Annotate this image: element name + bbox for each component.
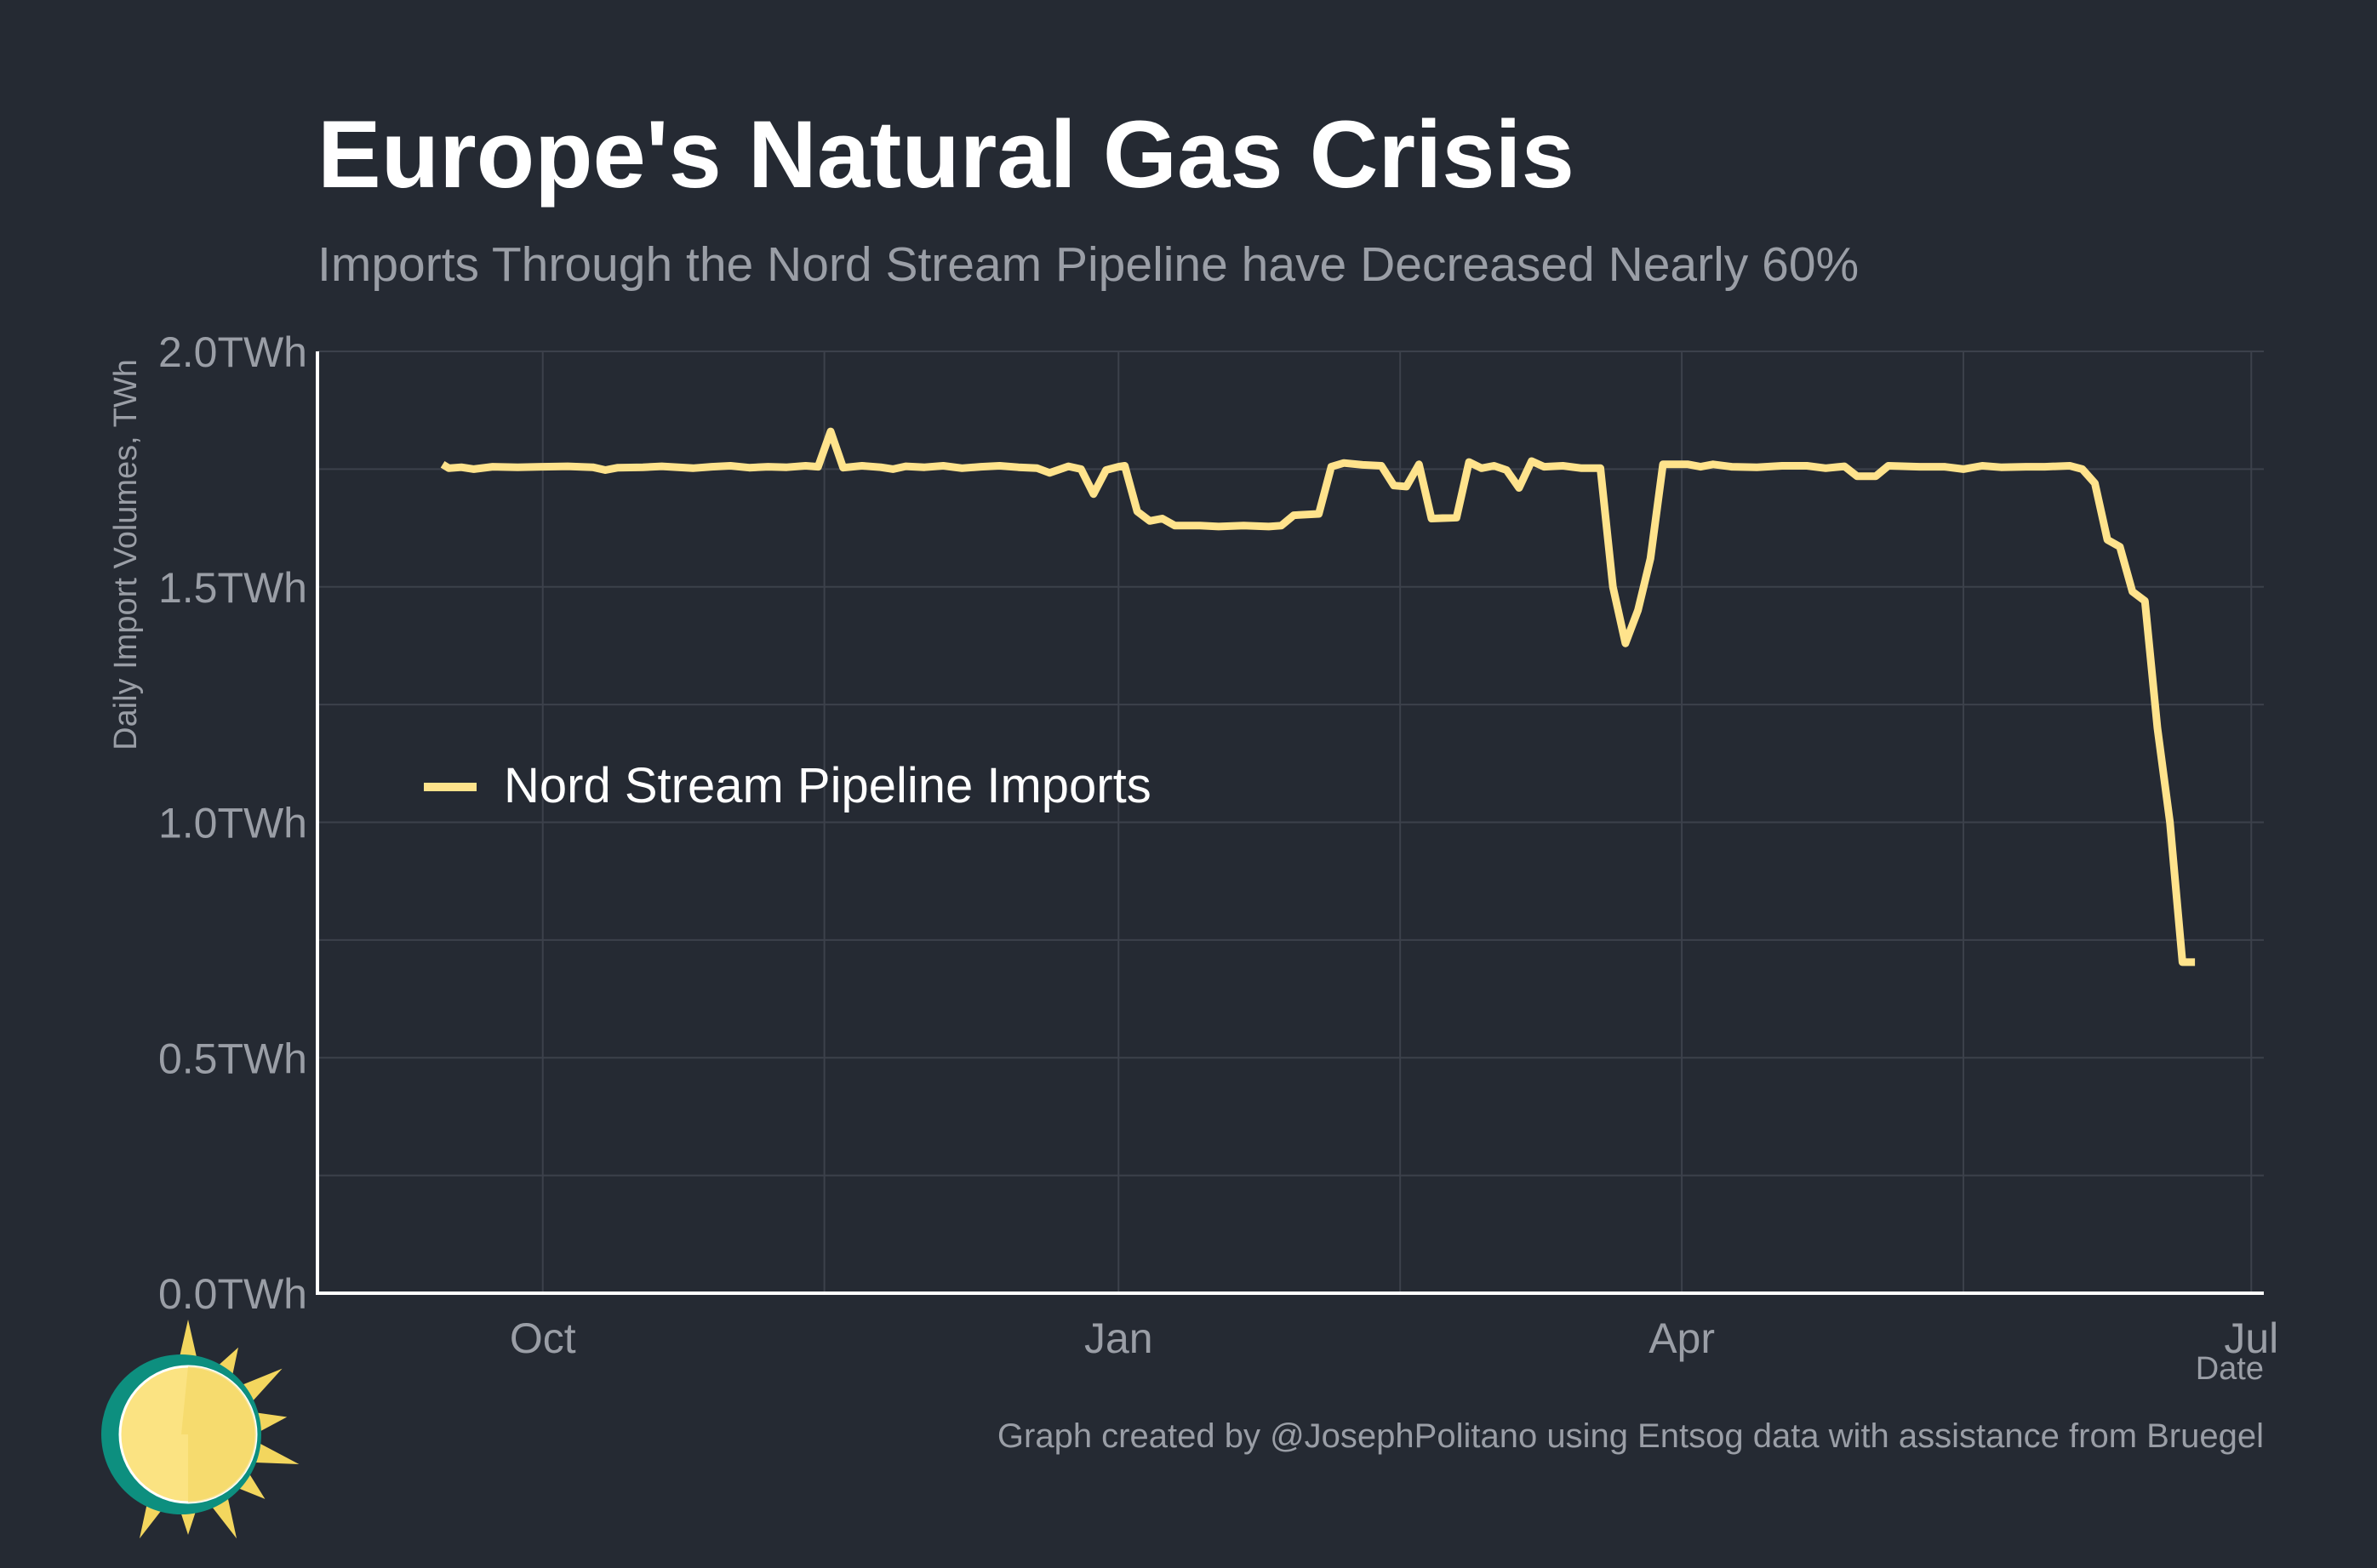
y-axis-title: Daily Import Volumes, TWh [108, 359, 144, 750]
y-tick-label: 2.0TWh [158, 328, 307, 376]
sun-ray [249, 1441, 300, 1464]
legend: Nord Stream Pipeline Imports [424, 758, 1151, 813]
axes [316, 351, 2264, 1295]
tick-labels: 0.0TWh 0.5TWh 1.0TWh 1.5TWh 2.0TWh Oct Jan Apr J… [158, 328, 2278, 1362]
chart-subtitle: Imports Through the Nord Stream Pipeline… [317, 237, 1859, 292]
x-tick-label: Jan [1084, 1314, 1153, 1362]
x-axis-title: Date [2196, 1351, 2264, 1387]
y-tick-label: 1.0TWh [158, 800, 307, 847]
legend-label: Nord Stream Pipeline Imports [504, 758, 1151, 813]
y-tick-label: 0.5TWh [158, 1035, 307, 1082]
x-tick-label: Oct [510, 1314, 576, 1362]
series-line [440, 427, 2196, 966]
caption: Graph created by @JosephPolitano using E… [997, 1417, 2264, 1455]
x-tick-label: Apr [1648, 1314, 1715, 1362]
chart-title: Europe's Natural Gas Crisis [317, 101, 1574, 208]
logo-face-shade [181, 1366, 256, 1502]
sun-ray [252, 1411, 288, 1434]
y-tick-label: 0.0TWh [158, 1270, 307, 1318]
series-layer [440, 427, 2196, 966]
x-tick-label: Jul [2224, 1314, 2278, 1362]
gridlines [317, 351, 2264, 1294]
sun-logo [101, 1320, 300, 1539]
y-tick-label: 1.5TWh [158, 564, 307, 612]
